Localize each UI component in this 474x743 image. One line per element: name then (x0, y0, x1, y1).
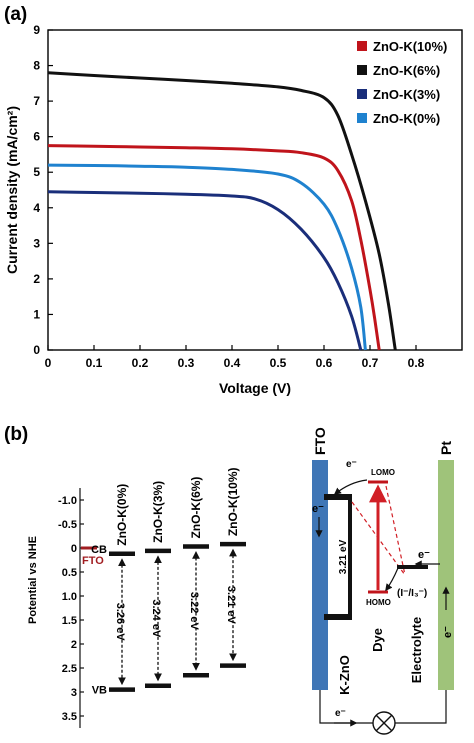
panel-a-label: (a) (4, 4, 27, 25)
x-tick-label: 0.6 (316, 356, 333, 370)
y-tick-label: 2 (33, 272, 40, 286)
kzno-gap-label: 3.21 eV (338, 539, 349, 574)
potential-tick-label: -1.0 (58, 495, 77, 507)
x-tick-label: 0.1 (86, 356, 103, 370)
series-line-3 (47, 163, 367, 351)
y-axis-label: Current density (mA/cm²) (4, 106, 20, 274)
x-tick-label: 0.4 (224, 356, 241, 370)
sample-levels: 3.26 eV ZnO-K(0%) 3.24 eV ZnO-K(3%) 3.22 eV Z… (91, 467, 246, 697)
x-axis-label: Voltage (V) (219, 380, 291, 396)
y-tick-label: 8 (33, 59, 40, 73)
gap-label: 3.26 eV (114, 603, 126, 642)
regeneration-arrow (385, 567, 399, 592)
x-tick-label: 0.5 (270, 356, 287, 370)
legend-swatch (357, 113, 367, 123)
dye-label: Dye (370, 628, 385, 652)
legend-swatch (357, 89, 367, 99)
homo-label: HOMO (366, 598, 391, 607)
sample-name: ZnO-K(6%) (189, 477, 203, 539)
sample-name: ZnO-K(10%) (226, 467, 240, 536)
pt-electron-label: e⁻ (442, 626, 454, 638)
redox-electron-label: e⁻ (418, 549, 430, 561)
cb-label: CB (91, 544, 107, 556)
gap-label: 3.24 eV (150, 599, 162, 638)
injection-electron-label: e⁻ (346, 459, 357, 470)
legend-swatch (357, 41, 367, 51)
sample-level-group: 3.24 eV ZnO-K(3%) (145, 481, 171, 689)
series-line-1 (47, 71, 397, 351)
series-line-0 (47, 144, 381, 351)
recombination-path-2 (385, 485, 406, 576)
legend-label: ZnO-K(0%) (373, 111, 440, 126)
x-tick-label: 0.8 (408, 356, 425, 370)
sample-level-group: 3.21 eV ZnO-K(10%) (220, 467, 246, 668)
legend-label: ZnO-K(6%) (373, 63, 440, 78)
potential-tick-label: 3.5 (62, 711, 77, 723)
band-level-diagram: Potential vs NHE -1.0 -0.5 0 0.5 1.0 1.5 2 2.5 3… (27, 467, 246, 728)
y-tick-label: 4 (33, 201, 40, 215)
potential-ticks: -1.0 -0.5 0 0.5 1.0 1.5 2 2.5 3 3.5 (58, 495, 84, 723)
potential-axis-label: Potential vs NHE (27, 536, 39, 624)
circuit-electron-label: e⁻ (335, 708, 346, 719)
potential-tick-label: 1.0 (62, 591, 77, 603)
kzno-label: K-ZnO (337, 655, 352, 695)
x-tick-label: 0 (45, 356, 52, 370)
redox-label: (I⁻/I₃⁻) (397, 588, 427, 599)
sample-name: ZnO-K(3%) (151, 481, 165, 543)
fto-electrode (312, 460, 328, 690)
injection-arrow (333, 479, 368, 495)
pt-electrode-label: Pt (438, 441, 454, 455)
lomo-label: LOMO (371, 468, 395, 477)
recombination-path-1 (351, 501, 406, 576)
sample-level-group: 3.26 eV ZnO-K(0%) (109, 484, 135, 692)
sample-name: ZnO-K(0%) (115, 484, 129, 546)
panel-b-label: (b) (4, 424, 28, 445)
potential-tick-label: 3 (71, 687, 77, 699)
gap-label: 3.21 eV (225, 586, 237, 625)
potential-tick-label: 1.5 (62, 615, 77, 627)
jv-chart: 0 0.1 0.2 0.3 0.4 0.5 0.6 0.7 0.8 0 1 2 3 4 5 6 7 8 9 ZnO-… (4, 23, 463, 396)
potential-tick-label: 2 (71, 639, 77, 651)
legend-swatch (357, 65, 367, 75)
potential-tick-label: 2.5 (62, 663, 77, 675)
y-tick-label: 1 (33, 307, 40, 321)
y-tick-label: 3 (33, 236, 40, 250)
fto-level-label: FTO (82, 555, 104, 567)
sample-level-group: 3.22 eV ZnO-K(6%) (183, 477, 209, 678)
y-tick-label: 6 (33, 130, 40, 144)
series-line-2 (47, 190, 363, 351)
legend-label: ZnO-K(10%) (373, 39, 447, 54)
gap-label: 3.22 eV (188, 592, 200, 631)
y-tick-label: 7 (33, 94, 40, 108)
load-icon (372, 711, 396, 735)
legend-label: ZnO-K(3%) (373, 87, 440, 102)
y-tick-label: 9 (33, 23, 40, 37)
potential-tick-label: 0.5 (62, 567, 77, 579)
pt-electrode (438, 460, 454, 690)
y-tick-label: 0 (33, 343, 40, 357)
cell-schematic: FTO Pt 3.21 eV K-ZnO e⁻ LOMO HOMO Dye e⁻… (312, 427, 454, 735)
axis-ticks: 0 0.1 0.2 0.3 0.4 0.5 0.6 0.7 0.8 0 1 2 3 4 5 6 7 8 9 (33, 23, 424, 370)
fto-electron-label: e⁻ (312, 503, 324, 515)
electrolyte-label: Electrolyte (409, 617, 424, 683)
fto-level: FTO (81, 546, 104, 567)
vb-label: VB (92, 685, 107, 697)
x-tick-label: 0.7 (362, 356, 379, 370)
plot-frame (47, 29, 463, 351)
legend: ZnO-K(10%) ZnO-K(6%) ZnO-K(3%) ZnO-K(0%) (357, 39, 447, 126)
x-tick-label: 0.2 (132, 356, 149, 370)
potential-tick-label: -0.5 (58, 519, 77, 531)
series-curves (47, 71, 397, 351)
y-tick-label: 5 (33, 165, 40, 179)
circuit-wire-right (395, 690, 447, 724)
x-tick-label: 0.3 (178, 356, 195, 370)
potential-tick-label: 0 (71, 543, 77, 555)
fto-electrode-label: FTO (312, 427, 328, 455)
